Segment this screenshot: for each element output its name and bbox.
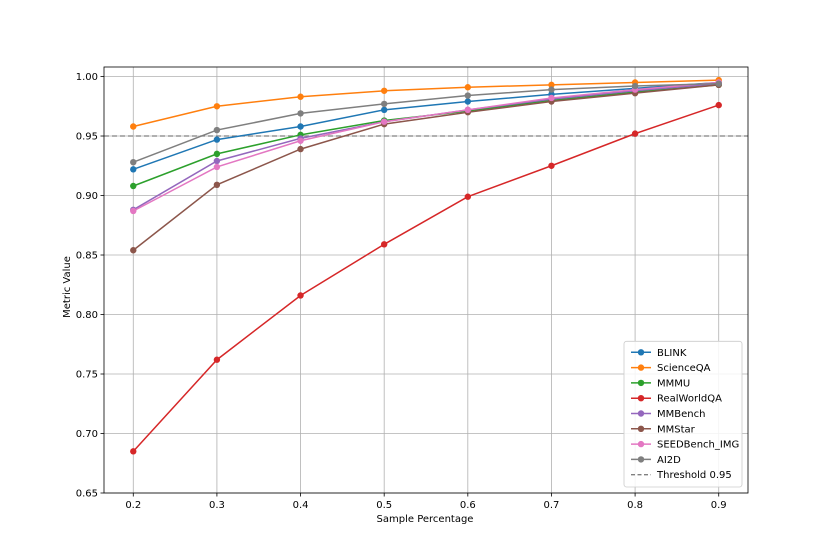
data-point bbox=[464, 84, 472, 91]
data-point bbox=[130, 247, 137, 254]
legend-label: MMStar bbox=[657, 424, 696, 435]
legend-swatch-marker bbox=[637, 364, 645, 371]
data-point bbox=[130, 166, 137, 173]
x-tick-label: 0.5 bbox=[376, 500, 392, 511]
series-layer bbox=[130, 76, 722, 455]
data-point bbox=[213, 163, 221, 171]
y-tick-label: 1.00 bbox=[76, 72, 98, 83]
legend-label: MMBench bbox=[657, 409, 705, 420]
data-point bbox=[297, 145, 304, 153]
legend-swatch-marker bbox=[637, 456, 645, 463]
data-point bbox=[297, 292, 304, 299]
y-tick-label: 0.85 bbox=[76, 251, 98, 262]
data-point bbox=[715, 101, 722, 109]
y-tick-label: 0.65 bbox=[76, 489, 98, 500]
x-tick-label: 0.9 bbox=[711, 500, 727, 511]
legend-swatch-marker bbox=[637, 395, 645, 402]
legend: BLINK ScienceQA MMMU RealWorldQA MMBench MMSt… bbox=[623, 340, 743, 488]
legend-label: ScienceQA bbox=[657, 363, 711, 374]
data-point bbox=[297, 110, 304, 117]
data-point bbox=[130, 207, 137, 215]
series-seedbench-img bbox=[130, 79, 722, 215]
legend-item-blink: BLINK bbox=[631, 348, 687, 359]
x-axis-title: Sample Percentage bbox=[377, 514, 474, 525]
data-point bbox=[130, 448, 137, 455]
series-line bbox=[132, 81, 719, 212]
y-tick-label: 0.75 bbox=[76, 370, 98, 381]
legend-swatch-marker bbox=[637, 349, 645, 356]
y-axis-title: Metric Value bbox=[62, 256, 73, 318]
series-line bbox=[132, 104, 719, 452]
legend-label: RealWorldQA bbox=[657, 394, 722, 405]
data-point bbox=[130, 158, 137, 166]
data-point bbox=[297, 93, 304, 100]
y-axis-ticks: 0.65 0.70 0.75 0.80 0.85 0.90 0.95 1.00 bbox=[76, 72, 104, 500]
series-line bbox=[133, 81, 719, 171]
plot-frame bbox=[103, 66, 749, 494]
data-point bbox=[715, 80, 722, 87]
legend-item-scienceqa: ScienceQA bbox=[631, 363, 711, 374]
x-tick-label: 0.4 bbox=[293, 500, 309, 511]
legend-item-mmmu: MMMU bbox=[631, 378, 690, 389]
legend-swatch-marker bbox=[637, 410, 645, 417]
legend-label: MMMU bbox=[657, 378, 690, 389]
x-tick-label: 0.3 bbox=[209, 500, 225, 511]
legend-item-mmstar: MMStar bbox=[631, 424, 696, 435]
data-point bbox=[213, 103, 221, 110]
legend-label: BLINK bbox=[657, 348, 687, 359]
legend-item-mmbench: MMBench bbox=[631, 409, 705, 420]
data-point bbox=[380, 87, 388, 94]
x-axis-ticks: 0.2 0.3 0.4 0.5 0.6 0.7 0.8 0.9 bbox=[125, 493, 727, 511]
series-line bbox=[133, 79, 719, 128]
data-point bbox=[464, 92, 472, 99]
data-point bbox=[380, 106, 388, 114]
data-point bbox=[213, 181, 221, 189]
series-realworldqa bbox=[130, 101, 722, 455]
x-tick-label: 0.7 bbox=[544, 500, 560, 511]
data-point bbox=[548, 81, 555, 89]
data-point bbox=[213, 136, 221, 143]
legend-label: AI2D bbox=[657, 455, 681, 466]
data-point bbox=[297, 137, 304, 144]
data-point bbox=[213, 150, 221, 158]
x-tick-label: 0.8 bbox=[627, 500, 643, 511]
data-point bbox=[380, 118, 388, 125]
data-point bbox=[297, 123, 304, 130]
data-point bbox=[548, 94, 555, 102]
data-point bbox=[464, 193, 472, 200]
x-tick-label: 0.2 bbox=[125, 500, 141, 511]
y-tick-label: 0.95 bbox=[76, 132, 98, 143]
legend-item-seedbench-img: SEEDBench_IMG bbox=[631, 440, 739, 451]
data-point bbox=[213, 356, 221, 363]
y-tick-label: 0.90 bbox=[76, 191, 98, 202]
data-point bbox=[213, 157, 221, 165]
data-point bbox=[213, 126, 221, 134]
data-point bbox=[464, 98, 472, 105]
data-point bbox=[380, 100, 388, 108]
data-point bbox=[380, 241, 388, 248]
x-tick-label: 0.6 bbox=[460, 500, 476, 511]
series-line bbox=[133, 82, 719, 163]
data-point bbox=[548, 86, 555, 93]
legend-label: Threshold 0.95 bbox=[656, 470, 732, 481]
series-ai2d bbox=[130, 80, 722, 166]
series-line bbox=[132, 84, 719, 251]
y-tick-label: 0.80 bbox=[76, 310, 98, 321]
legend-item-realworldqa: RealWorldQA bbox=[631, 394, 722, 405]
data-point bbox=[130, 123, 137, 130]
legend-label: SEEDBench_IMG bbox=[657, 440, 739, 451]
legend-box bbox=[623, 340, 743, 488]
data-point bbox=[464, 106, 472, 114]
data-point bbox=[130, 182, 137, 190]
data-point bbox=[548, 162, 555, 169]
legend-swatch-marker bbox=[637, 440, 645, 448]
y-tick-label: 0.70 bbox=[76, 429, 98, 440]
legend-swatch-marker bbox=[637, 425, 645, 432]
data-point bbox=[631, 82, 639, 90]
legend-swatch-marker bbox=[637, 379, 645, 387]
data-point bbox=[631, 130, 639, 137]
legend-item-threshold-0-95: Threshold 0.95 bbox=[631, 470, 732, 481]
legend-item-ai2d: AI2D bbox=[631, 455, 681, 466]
